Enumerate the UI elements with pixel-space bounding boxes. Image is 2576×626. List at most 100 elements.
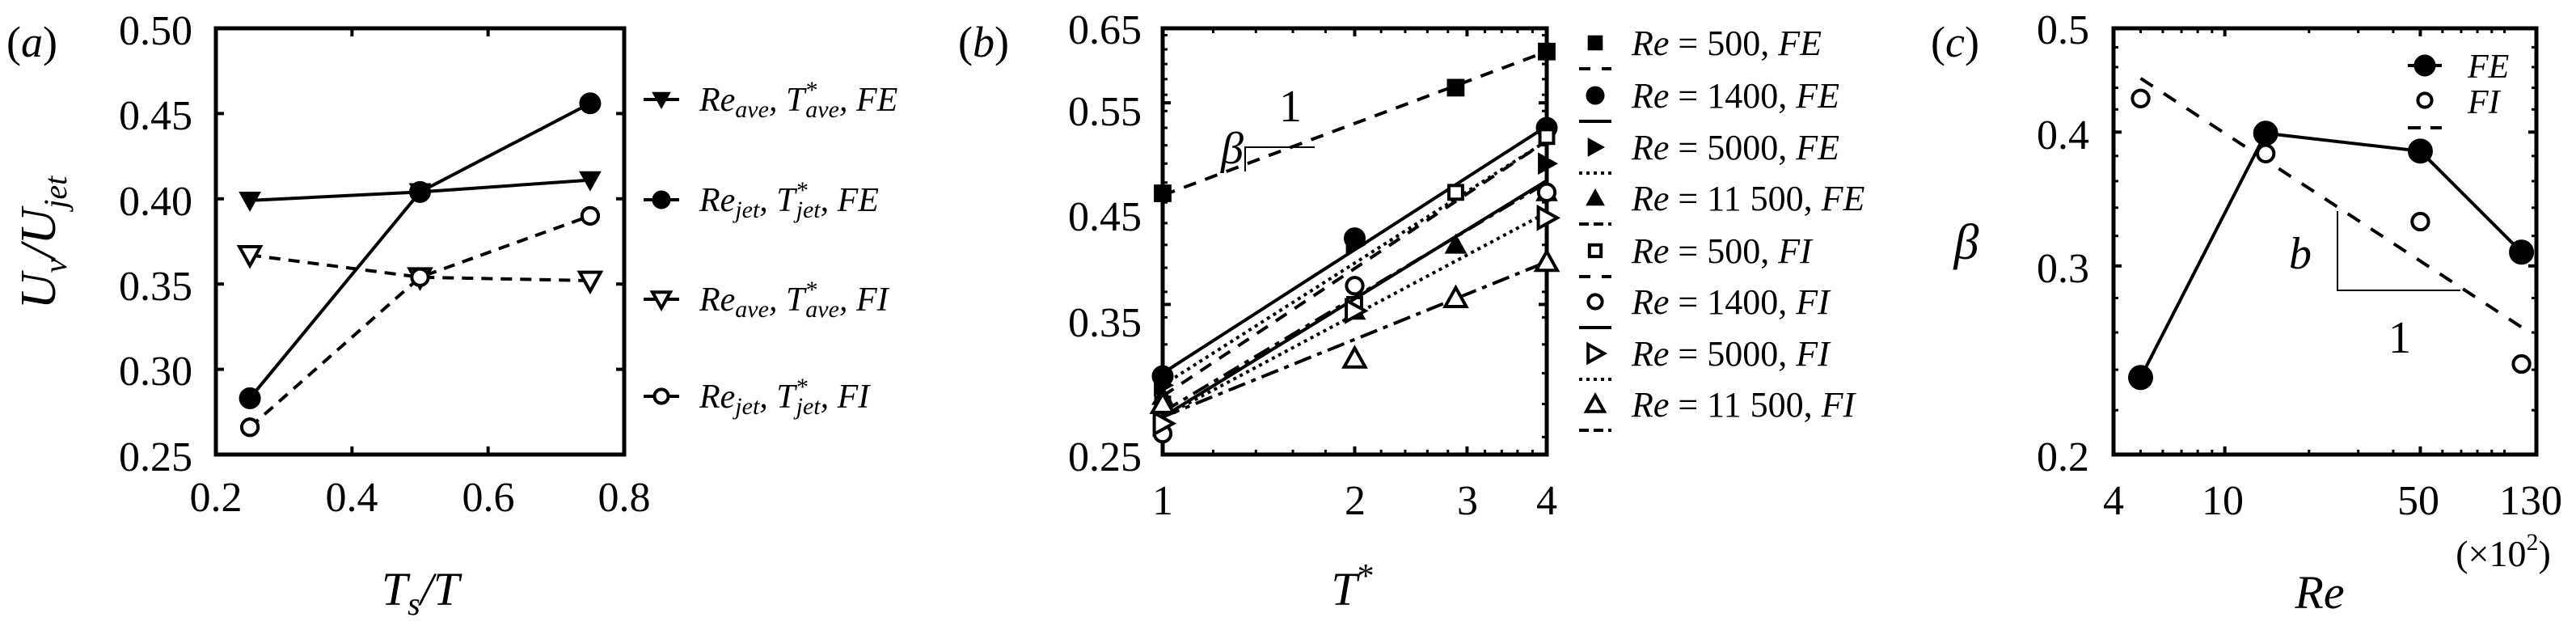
x-axis-title-a: Ts/T (382, 563, 462, 622)
y-tick-label: 0.45 (1068, 194, 1142, 240)
y-tick-label: 0.4 (2037, 112, 2089, 159)
y-tick-label: 0.50 (119, 8, 192, 54)
y-tick-label: 0.25 (1068, 434, 1142, 480)
square-marker (1538, 42, 1556, 61)
square-marker (1538, 128, 1556, 146)
circle-marker (1536, 182, 1557, 202)
series (1152, 204, 1561, 438)
x-tick-label: 10 (2202, 478, 2244, 524)
circle-marker (2253, 121, 2278, 146)
circle-marker (1345, 276, 1365, 296)
y-tick-label: 0.3 (2037, 246, 2089, 292)
legend-item: Rejet, T* jet, FE (699, 177, 879, 223)
y-tick-label: 0.55 (1068, 89, 1142, 135)
y-tick-labels-c: 0.5 0.4 0.3 0.2 (2037, 7, 2089, 480)
legend-label-fe: FE (2467, 49, 2509, 86)
legend-item: Reave, T* ave, FE (699, 77, 897, 123)
series (239, 92, 602, 409)
circle-marker (2407, 138, 2433, 164)
triangle-right-marker (1345, 297, 1369, 324)
svg-text:Reave, T*ave, FE: Reave, T* ave, FE (699, 77, 897, 123)
circle-marker (2410, 211, 2430, 232)
panel-b: (b) 0.65 0.55 0.45 0.35 0.25 1 2 3 4 T* … (958, 7, 1864, 615)
triangle-right-marker (1536, 204, 1561, 231)
y-tick-labels-a: 0.50 0.45 0.40 0.35 0.30 0.25 (119, 8, 192, 480)
triangle-down-marker (239, 192, 261, 212)
legend-label: Re = 11 500, FI (1631, 385, 1856, 425)
x-tick-label: 0.8 (598, 475, 651, 521)
x-tick-label: 0.6 (462, 475, 515, 521)
triangle-up-marker (1444, 233, 1467, 254)
legend-item: Re = 1400, FI (1579, 282, 1831, 329)
y-tick-label: 0.30 (119, 349, 192, 395)
y-tick-label: 0.2 (2037, 434, 2089, 480)
slope-beta-label: β (1220, 124, 1244, 174)
x-tick-label: 1 (1152, 478, 1173, 524)
triangle-down-marker (576, 270, 604, 295)
square-marker (1587, 35, 1603, 51)
plot-area-a (213, 26, 627, 457)
svg-text:Rejet, T*jet, FE: Rejet, T* jet, FE (699, 177, 879, 223)
x-tick-label: 4 (2103, 478, 2124, 524)
legend-label-fi: FI (2467, 84, 2502, 121)
triangle-down-marker (649, 290, 674, 312)
y-tick-label: 0.5 (2037, 7, 2089, 53)
series (239, 205, 601, 438)
panel-a: (a) 0.50 0.45 0.40 0.35 0.30 0.25 Uv/Uje… (6, 8, 897, 622)
triangle-right-marker (1586, 341, 1608, 366)
legend-item: Re = 11 500, FE (1579, 179, 1864, 226)
square-marker (1154, 184, 1172, 202)
x-axis-title-b: T* (1331, 558, 1374, 615)
panel-c: (c) β 0.5 0.4 0.3 0.2 4 10 50 130 Re (×1… (1931, 7, 2562, 619)
circle-marker (410, 267, 430, 287)
y-tick-label: 0.65 (1068, 7, 1142, 53)
x-tick-labels-c: 4 10 50 130 (2103, 478, 2562, 524)
y-tick-label: 0.40 (119, 179, 192, 225)
circle-marker (239, 417, 260, 438)
panel-label-c: (c) (1931, 18, 1979, 66)
slope-b-label: b (2289, 229, 2312, 279)
x-axis-unit-c: (×102) (2456, 529, 2551, 574)
x-tick-labels-b: 1 2 3 4 (1152, 478, 1557, 524)
slope-annotation-b: β 1 (1220, 82, 1315, 174)
circle-marker (652, 387, 670, 405)
circle-marker (2511, 353, 2532, 374)
legend-b: Re = 500, FE Re = 1400, FE Re = 5000, FE Re… (1579, 23, 1864, 432)
circle-marker (1586, 293, 1604, 311)
square-marker (1446, 78, 1465, 97)
legend-item: Re = 5000, FI (1579, 334, 1831, 381)
triangle-up-marker (1586, 188, 1605, 206)
legend-label: Re = 500, FI (1631, 231, 1814, 271)
triangle-right-marker (1538, 152, 1559, 176)
circle-marker (409, 180, 431, 203)
y-axis-title-a: Uv/Ujet (11, 176, 74, 309)
circle-marker (579, 92, 602, 115)
legend-label: Re = 1400, FI (1631, 282, 1831, 322)
triangle-down-marker (652, 91, 671, 110)
x-tick-label: 0.2 (190, 475, 243, 521)
slope-one-label: 1 (2388, 313, 2411, 363)
square-marker (1587, 243, 1603, 259)
circle-marker (2416, 91, 2434, 109)
x-tick-label: 3 (1457, 478, 1478, 524)
circle-marker (652, 190, 671, 209)
axes-frame (2111, 26, 2539, 457)
slope-triangle (1244, 146, 1315, 171)
legend-item: Reave, T* ave, FI (699, 277, 890, 323)
triangle-up-marker (1442, 284, 1469, 308)
circle-marker (2509, 239, 2535, 265)
slope-one-label: 1 (1279, 82, 1302, 132)
legend-item: Re = 500, FI (1579, 231, 1814, 278)
x-tick-label: 50 (2397, 478, 2439, 524)
triangle-right-marker (1587, 137, 1606, 157)
circle-marker (2413, 54, 2436, 77)
svg-text:Rejet, T*jet, FI: Rejet, T* jet, FI (699, 374, 871, 420)
series (1149, 247, 1560, 419)
triangle-right-marker (1152, 410, 1177, 438)
circle-marker (580, 205, 601, 226)
circle-marker (2256, 143, 2276, 163)
circle-marker (1586, 86, 1605, 105)
slope-triangle (2337, 211, 2460, 291)
x-tick-label: 4 (1536, 478, 1557, 524)
